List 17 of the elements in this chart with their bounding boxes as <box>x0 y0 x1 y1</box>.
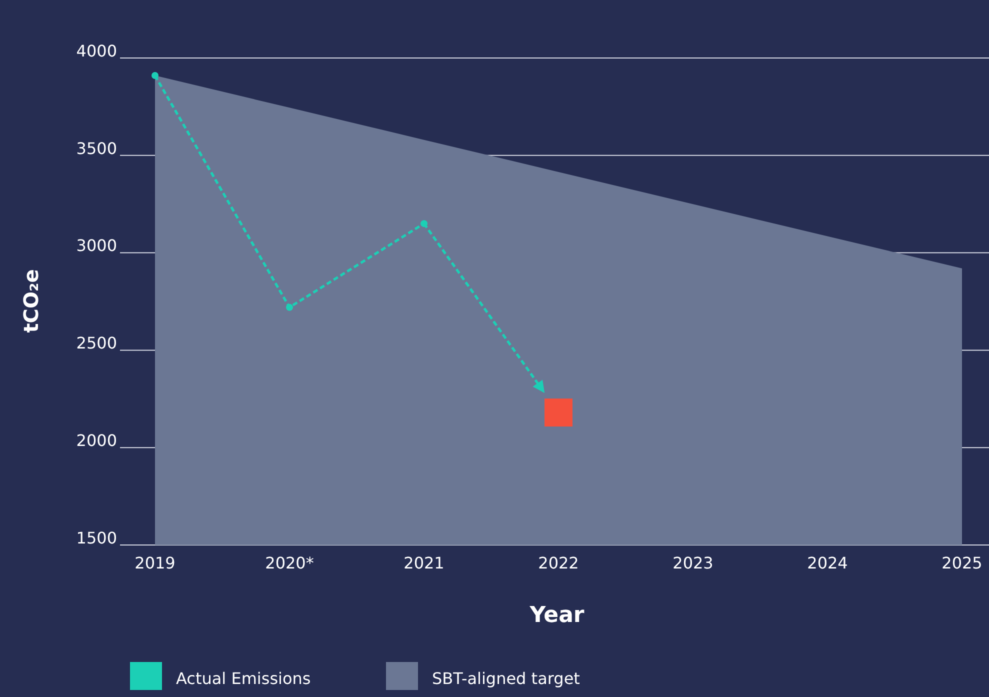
x-tick-label: 2021 <box>404 553 444 572</box>
y-tick-label: 4000 <box>76 41 117 60</box>
y-tick-label: 1500 <box>76 528 117 548</box>
x-tick-label: 2023 <box>672 553 714 572</box>
y-tick-label: 3500 <box>76 138 117 158</box>
legend-label: SBT-aligned target <box>432 669 580 688</box>
y-tick-label: 2000 <box>76 431 117 450</box>
legend-label: Actual Emissions <box>176 669 311 688</box>
x-tick-label: 2025 <box>942 553 982 572</box>
x-tick-label: 2020* <box>265 553 314 572</box>
y-tick-label: 3000 <box>76 236 117 256</box>
y-axis-title: tCO₂e <box>19 269 43 333</box>
x-tick-label: 2022 <box>538 553 579 572</box>
x-tick-label: 2024 <box>807 553 848 572</box>
y-tick-label: 2500 <box>76 334 117 353</box>
x-tick-label: 2019 <box>134 553 176 572</box>
x-axis-title: Year <box>528 603 584 628</box>
